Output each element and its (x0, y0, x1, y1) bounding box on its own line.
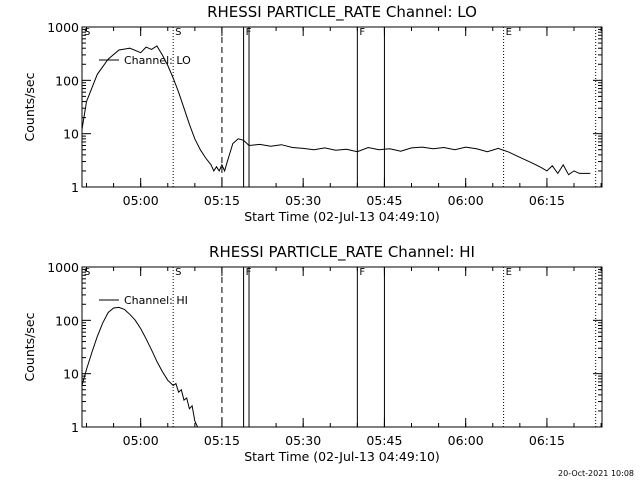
x-tick-label: 05:30 (285, 433, 321, 448)
plot-frame (81, 266, 603, 428)
x-tick-label: 05:30 (285, 193, 321, 208)
chart-title: RHESSI PARTICLE_RATE Channel: HI (209, 243, 475, 262)
y-axis-label: Counts/sec (22, 72, 37, 141)
y-tick-label: 1000 (47, 260, 79, 275)
x-tick-label: 05:45 (366, 433, 402, 448)
event-flag: F (359, 267, 365, 278)
start-flag: S (84, 267, 90, 278)
series-line-0 (81, 306, 199, 428)
event-flag: F (359, 27, 365, 38)
event-flag: E (506, 27, 512, 38)
x-tick-label: 05:45 (366, 193, 402, 208)
y-tick-label: 1 (71, 420, 79, 435)
x-tick-label: 05:00 (123, 193, 159, 208)
x-tick-label: 06:00 (448, 433, 484, 448)
x-tick-label: 06:15 (529, 433, 565, 448)
y-tick-label: 10 (63, 127, 79, 142)
x-tick-label: 06:00 (448, 193, 484, 208)
y-tick-label: 100 (55, 73, 79, 88)
y-tick-label: 1 (71, 180, 79, 195)
x-tick-label: 06:15 (529, 193, 565, 208)
y-tick-label: 1000 (47, 20, 79, 35)
x-tick-label: 05:15 (204, 193, 240, 208)
x-tick-label: 05:00 (123, 433, 159, 448)
chart-title: RHESSI PARTICLE_RATE Channel: LO (207, 3, 477, 22)
x-tick-label: 05:15 (204, 433, 240, 448)
plot-frame (81, 26, 603, 188)
series-line-0 (81, 45, 591, 176)
x-axis-label: Start Time (02-Jul-13 04:49:10) (244, 209, 440, 224)
legend-label: Channel: LO (124, 54, 191, 67)
event-flag: E (506, 267, 512, 278)
event-flag: S (175, 27, 181, 38)
start-flag: S (84, 27, 90, 38)
y-axis-label: Counts/sec (22, 312, 37, 381)
plot-timestamp: 20-Oct-2021 10:08 (558, 469, 634, 478)
y-tick-label: 10 (63, 367, 79, 382)
x-axis-label: Start Time (02-Jul-13 04:49:10) (244, 449, 440, 464)
legend-label: Channel: HI (124, 294, 188, 307)
event-flag: S (175, 267, 181, 278)
y-tick-label: 100 (55, 313, 79, 328)
